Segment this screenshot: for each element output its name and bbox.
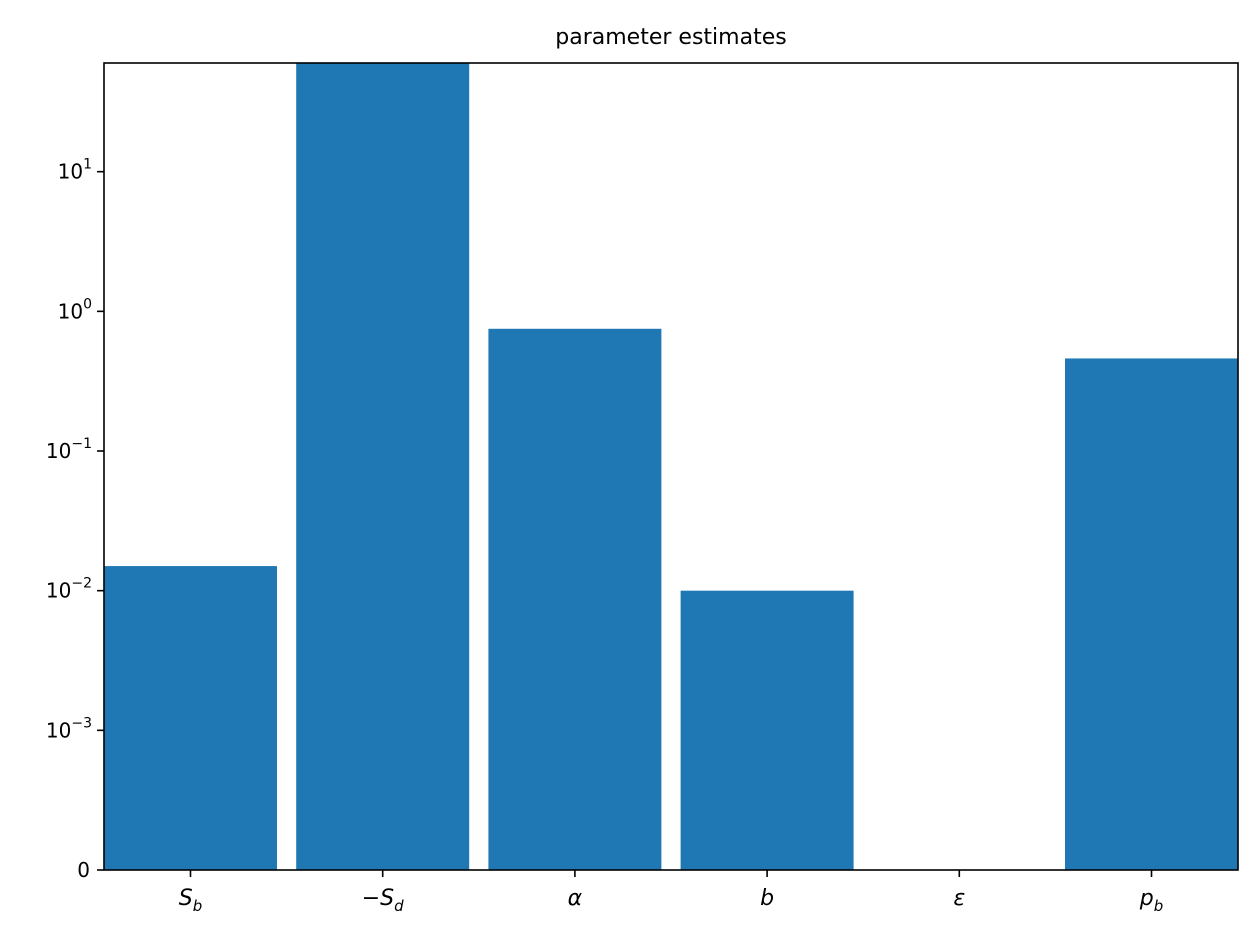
x-tick-label-4: ε	[953, 886, 965, 911]
x-axis: Sb −Sd α b ε pb	[179, 870, 1164, 915]
bar-2	[488, 328, 662, 871]
y-tick-label-3: 10−1	[46, 436, 92, 463]
bar-1	[296, 63, 470, 870]
bar-0	[104, 566, 277, 870]
y-tick-label-5: 101	[58, 157, 92, 184]
plot-frame	[103, 62, 1239, 871]
y-tick-label-2: 10−2	[46, 576, 92, 603]
y-tick-label-0: 0	[77, 858, 90, 882]
x-tick-label-1: −Sd	[362, 886, 404, 915]
x-tick-label-5: pb	[1139, 886, 1164, 915]
y-tick-label-1: 10−3	[46, 715, 92, 742]
bars-layer	[104, 63, 1238, 871]
x-tick-label-2: α	[568, 886, 583, 911]
x-tick-label-0: Sb	[179, 886, 203, 915]
y-tick-label-4: 100	[58, 296, 92, 323]
chart-title: parameter estimates	[555, 25, 786, 50]
y-axis: 0 10−3 10−2 10−1 100 101	[46, 157, 104, 882]
bar-5	[1065, 358, 1238, 870]
x-tick-label-3: b	[760, 886, 774, 911]
bar-3	[680, 590, 854, 870]
